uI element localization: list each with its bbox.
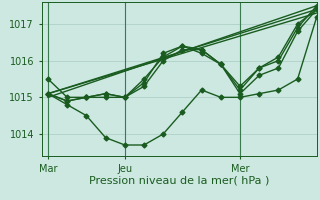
- X-axis label: Pression niveau de la mer( hPa ): Pression niveau de la mer( hPa ): [89, 175, 269, 185]
